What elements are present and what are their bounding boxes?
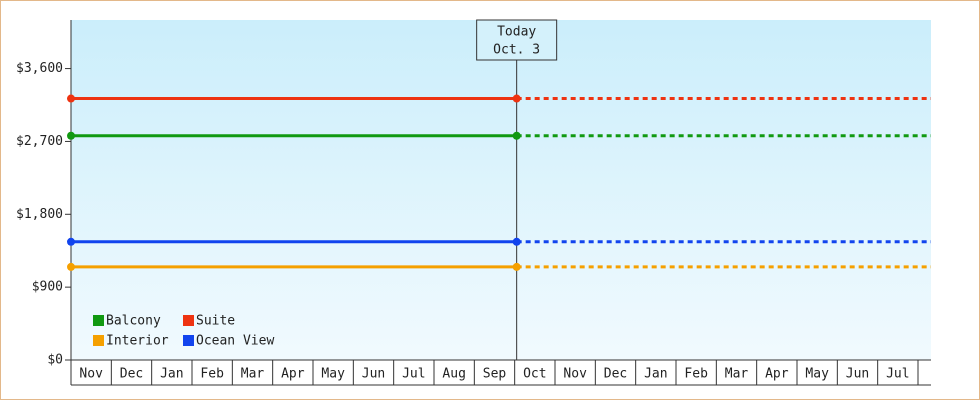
x-tick-label: Jan: [160, 367, 183, 382]
x-tick-label: May: [805, 367, 829, 382]
x-tick-label: Mar: [241, 367, 265, 382]
x-tick-label: Apr: [765, 367, 789, 382]
legend-swatch: [183, 335, 194, 346]
y-tick-label: $900: [32, 280, 63, 295]
annotation: Oct. 3: [493, 43, 540, 58]
x-tick-label: Nov: [79, 367, 103, 382]
x-tick-label: Jun: [362, 367, 385, 382]
x-tick-label: Aug: [442, 367, 465, 382]
legend-swatch: [183, 315, 194, 326]
point: [512, 262, 521, 271]
x-tick-label: Dec: [120, 367, 143, 382]
y-tick-label: $0: [47, 353, 63, 368]
x-tick-label: Nov: [563, 367, 587, 382]
x-tick-label: Jun: [846, 367, 869, 382]
point: [512, 237, 521, 246]
legend-label: Ocean View: [196, 334, 274, 349]
legend-label: Interior: [106, 334, 169, 349]
y-tick-label: $1,800: [16, 207, 63, 222]
legend-swatch: [93, 335, 104, 346]
y-tick-label: $2,700: [16, 134, 63, 149]
point: [67, 262, 75, 271]
point: [512, 94, 521, 103]
legend-label: Suite: [196, 314, 235, 329]
x-tick-label: Apr: [281, 367, 305, 382]
x-tick-label: Oct: [523, 367, 546, 382]
plot-area: [71, 20, 931, 360]
legend-swatch: [93, 315, 104, 326]
y-tick-label: $3,600: [16, 61, 63, 76]
point: [67, 94, 75, 103]
x-tick-label: Jul: [402, 367, 425, 382]
x-tick-label: Dec: [604, 367, 627, 382]
x-tick-label: Sep: [483, 367, 507, 382]
point: [512, 131, 521, 140]
annotation: Today: [497, 25, 536, 40]
x-tick-label: May: [321, 367, 345, 382]
x-tick-label: Mar: [725, 367, 749, 382]
today-box: [476, 19, 558, 61]
x-tick-label: Jan: [644, 367, 667, 382]
x-tick-label: Jul: [886, 367, 909, 382]
x-tick-label: Feb: [684, 367, 708, 382]
legend-label: Balcony: [106, 314, 161, 329]
point: [67, 131, 75, 140]
point: [67, 237, 75, 246]
x-tick-label: Feb: [200, 367, 224, 382]
